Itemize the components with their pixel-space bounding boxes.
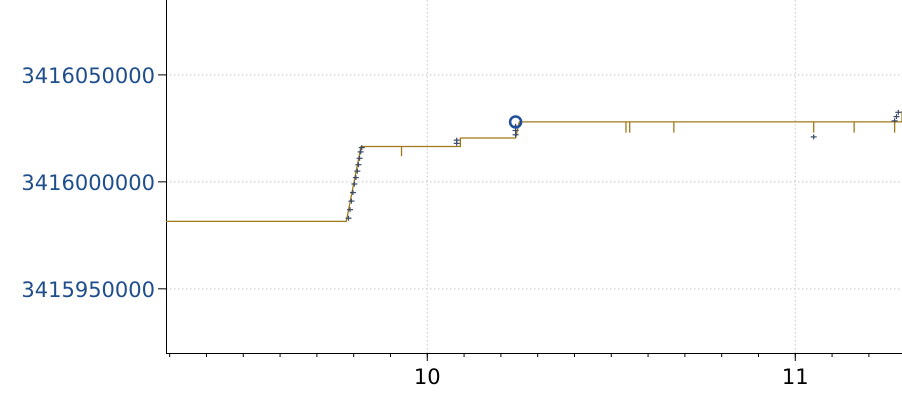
plot-area	[166, 109, 902, 223]
plus-marker	[352, 175, 359, 181]
x-tick-label: 10	[414, 365, 441, 389]
grid	[166, 0, 902, 353]
axes	[166, 0, 902, 354]
plus-marker	[453, 137, 460, 143]
x-ticks: 10 11	[169, 353, 870, 389]
plus-marker	[895, 109, 902, 115]
x-tick-label: 11	[782, 365, 809, 389]
y-ticks: 3416050000 3416000000 3415950000	[21, 64, 166, 302]
y-tick-label: 3415950000	[21, 278, 155, 302]
plus-marker	[358, 145, 365, 151]
plus-marker	[893, 114, 900, 120]
highlight-marker	[508, 115, 523, 129]
y-tick-label: 3416000000	[21, 171, 155, 195]
plus-marker	[512, 132, 519, 138]
plus-marker	[347, 207, 353, 213]
plus-marker	[355, 162, 362, 168]
plus-marker	[349, 190, 356, 196]
plus-marker	[357, 149, 364, 155]
y-tick-label: 3416050000	[21, 64, 155, 88]
plus-marker	[348, 198, 355, 204]
plus-marker	[512, 128, 519, 134]
plus-marker	[345, 215, 352, 221]
plus-marker	[356, 155, 363, 161]
plus-marker	[354, 168, 361, 174]
plus-marker	[810, 134, 817, 140]
plus-marker	[351, 181, 358, 187]
step-line	[166, 111, 902, 223]
